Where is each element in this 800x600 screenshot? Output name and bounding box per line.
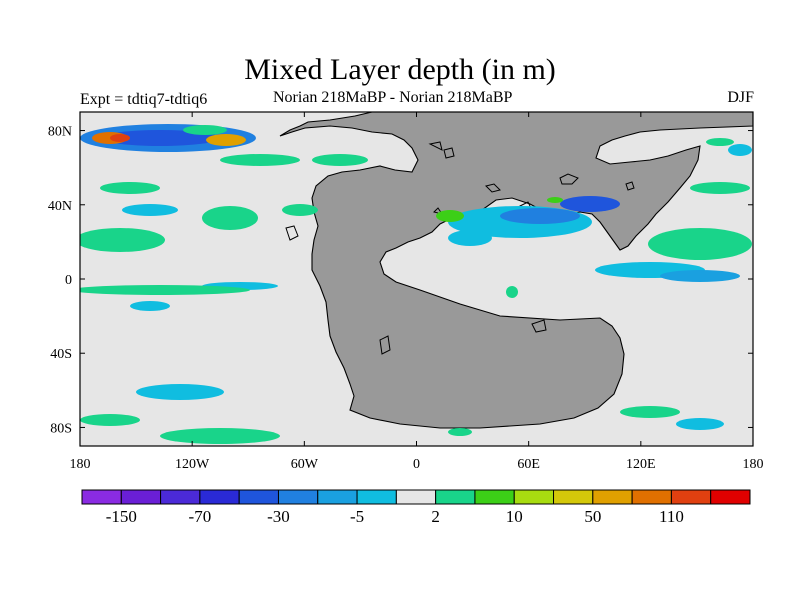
colorbar-swatch — [238, 489, 279, 505]
colorbar-swatch — [160, 489, 201, 505]
colorbar-label: -5 — [350, 507, 364, 526]
positive-anomaly-regions — [80, 138, 752, 444]
colorbar-swatch — [81, 489, 122, 505]
x-tick-label: 180 — [70, 457, 91, 472]
colorbar-swatch — [395, 489, 437, 505]
colorbar-swatch — [317, 489, 358, 505]
comparison-label: Norian 218MaBP - Norian 218MaBP — [273, 89, 513, 106]
map-panel — [80, 112, 753, 446]
colorbar-label: 110 — [659, 507, 684, 526]
y-tick-label: 80N — [48, 125, 72, 140]
colorbar-swatch — [199, 489, 240, 505]
colorbar-swatch — [356, 489, 397, 505]
experiment-label: Expt = tdtiq7-tdtiq6 — [80, 91, 208, 108]
colorbar-label: 2 — [431, 507, 440, 526]
colorbar-swatch — [670, 489, 712, 505]
x-tick-label: 180 — [743, 457, 764, 472]
pangaea-landmass — [279, 112, 753, 429]
colorbar-swatch — [120, 489, 162, 505]
x-tick-label: 120E — [626, 457, 656, 472]
colorbar-label: -30 — [267, 507, 290, 526]
colorbar-swatch — [277, 489, 319, 505]
colorbar-swatch — [631, 489, 672, 505]
y-tick-label: 40N — [48, 199, 72, 214]
colorbar-label: 50 — [584, 507, 601, 526]
colorbar: -150 -70 -30 -5 2 10 50 110 — [81, 489, 751, 526]
map-title: Mixed Layer depth (in m) — [244, 53, 556, 86]
y-tick-label: 0 — [65, 273, 72, 288]
colorbar-swatch — [513, 489, 555, 505]
map-axes: 180 120W 60W 0 60E 120E 180 80N 40N 0 40S 80S — [48, 111, 764, 472]
colorbar-swatch — [435, 489, 476, 505]
y-tick-label: 80S — [50, 421, 72, 436]
season-label: DJF — [727, 89, 754, 106]
x-tick-label: 60W — [291, 457, 319, 472]
x-tick-label: 60E — [517, 457, 540, 472]
colorbar-swatch — [592, 489, 633, 505]
y-tick-label: 40S — [50, 347, 72, 362]
colorbar-label: 10 — [506, 507, 523, 526]
colorbar-swatch — [710, 489, 751, 505]
colorbar-label: -150 — [106, 507, 137, 526]
colorbar-label: -70 — [189, 507, 212, 526]
x-tick-label: 120W — [175, 457, 210, 472]
colorbar-swatch — [553, 489, 594, 505]
colorbar-swatch — [474, 489, 515, 505]
x-tick-label: 0 — [413, 457, 420, 472]
